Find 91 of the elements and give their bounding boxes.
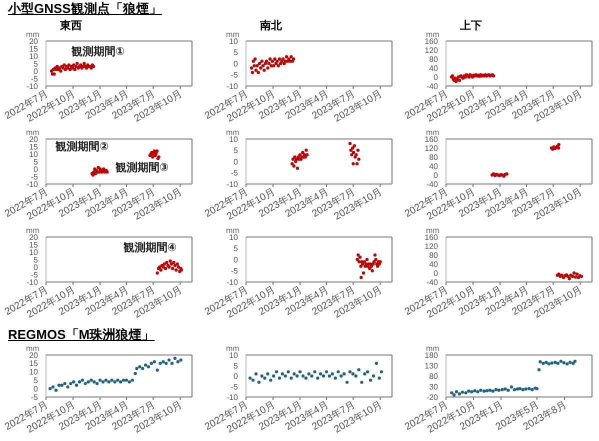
- y-tick-label: -5: [30, 74, 39, 84]
- y-tick-label: -5: [30, 172, 39, 182]
- y-axis-title: mm: [26, 30, 40, 39]
- y-tick-label: 0: [34, 384, 39, 394]
- y-tick-label: 20: [29, 36, 39, 46]
- annotation: 観測期間②: [55, 140, 109, 154]
- chart-subtitle: 上下: [460, 18, 482, 33]
- y-tick-label: -40: [426, 180, 439, 189]
- y-axis-title: mm: [226, 30, 240, 39]
- y-tick-label: -5: [230, 266, 239, 276]
- y-tick-label: 40: [429, 64, 439, 73]
- y-tick-label: -10: [226, 180, 239, 189]
- y-tick-label: 180: [424, 350, 439, 360]
- y-tick-label: 10: [29, 248, 39, 257]
- y-tick-label: 120: [424, 144, 439, 153]
- y-tick-label: 10: [29, 52, 39, 61]
- y-axis-title: mm: [26, 128, 40, 137]
- y-tick-label: 5: [34, 157, 39, 166]
- y-tick-label: 0: [234, 157, 239, 166]
- y-tick-label: 0: [434, 72, 439, 82]
- y-tick-label: 10: [29, 368, 39, 377]
- y-tick-label: 15: [29, 44, 39, 54]
- y-tick-label: -20: [426, 392, 439, 402]
- annotation: 観測期間③: [115, 160, 169, 175]
- y-tick-label: 0: [434, 170, 439, 180]
- chart-subtitle: 東西: [60, 18, 82, 33]
- y-tick-label: 20: [29, 134, 39, 144]
- y-tick-label: -10: [226, 82, 239, 91]
- y-axis-title: mm: [26, 226, 40, 235]
- y-tick-label: 10: [229, 350, 239, 360]
- y-tick-label: 5: [234, 244, 239, 254]
- y-tick-label: 0: [34, 164, 39, 174]
- y-tick-label: 0: [34, 262, 39, 272]
- y-tick-label: -5: [30, 392, 39, 402]
- y-tick-label: 0: [234, 372, 239, 381]
- y-tick-label: -10: [26, 82, 39, 91]
- y-tick-label: -5: [230, 70, 239, 80]
- y-axis-title: mm: [26, 344, 40, 353]
- y-tick-label: 80: [429, 372, 439, 381]
- y-tick-label: 160: [424, 36, 439, 46]
- y-axis-title: mm: [426, 128, 440, 137]
- y-tick-label: -10: [26, 278, 39, 287]
- y-tick-label: -5: [30, 270, 39, 280]
- y-tick-label: 5: [34, 255, 39, 264]
- chart-title: REGMOS「M珠洲狼煙」: [8, 326, 155, 344]
- y-tick-label: 10: [229, 36, 239, 46]
- y-tick-label: 160: [424, 232, 439, 242]
- y-tick-label: -10: [226, 278, 239, 287]
- y-tick-label: 20: [29, 350, 39, 360]
- y-tick-label: 20: [29, 232, 39, 242]
- y-tick-label: -5: [230, 168, 239, 178]
- y-axis-title: mm: [226, 128, 240, 137]
- y-tick-label: 10: [229, 232, 239, 242]
- chart-title: 小型GNSS観測点「狼煙」: [8, 0, 162, 18]
- y-tick-label: 10: [229, 134, 239, 144]
- y-tick-label: 80: [429, 54, 439, 64]
- y-tick-label: -40: [426, 82, 439, 91]
- annotation: 観測期間①: [71, 44, 125, 59]
- y-tick-label: 5: [234, 48, 239, 58]
- y-tick-label: 80: [429, 250, 439, 260]
- y-tick-label: 40: [429, 260, 439, 269]
- y-tick-label: 120: [424, 46, 439, 55]
- y-tick-label: 0: [234, 255, 239, 264]
- y-tick-label: 30: [429, 382, 439, 392]
- y-tick-label: 0: [34, 66, 39, 76]
- y-tick-label: 5: [34, 59, 39, 68]
- y-axis-title: mm: [426, 226, 440, 235]
- y-axis-title: mm: [226, 344, 240, 353]
- y-tick-label: -10: [26, 180, 39, 189]
- y-tick-label: 160: [424, 134, 439, 144]
- y-axis-title: mm: [426, 30, 440, 39]
- y-tick-label: 15: [29, 359, 39, 368]
- y-tick-label: 40: [429, 162, 439, 171]
- y-tick-label: 0: [434, 268, 439, 278]
- y-tick-label: 15: [29, 240, 39, 250]
- y-tick-label: -40: [426, 278, 439, 287]
- y-tick-label: 130: [424, 361, 439, 370]
- y-tick-label: 80: [429, 152, 439, 162]
- y-tick-label: 15: [29, 142, 39, 152]
- y-tick-label: 5: [234, 361, 239, 370]
- y-axis-title: mm: [226, 226, 240, 235]
- y-tick-label: 5: [234, 146, 239, 156]
- chart-subtitle: 南北: [260, 18, 282, 33]
- y-tick-label: 10: [29, 150, 39, 159]
- y-tick-label: 0: [234, 59, 239, 68]
- y-tick-label: -10: [226, 392, 239, 402]
- y-axis-title: mm: [426, 344, 440, 353]
- annotation: 観測期間④: [123, 240, 177, 255]
- y-tick-label: 5: [34, 376, 39, 386]
- y-tick-label: 120: [424, 242, 439, 251]
- y-tick-label: -5: [230, 382, 239, 392]
